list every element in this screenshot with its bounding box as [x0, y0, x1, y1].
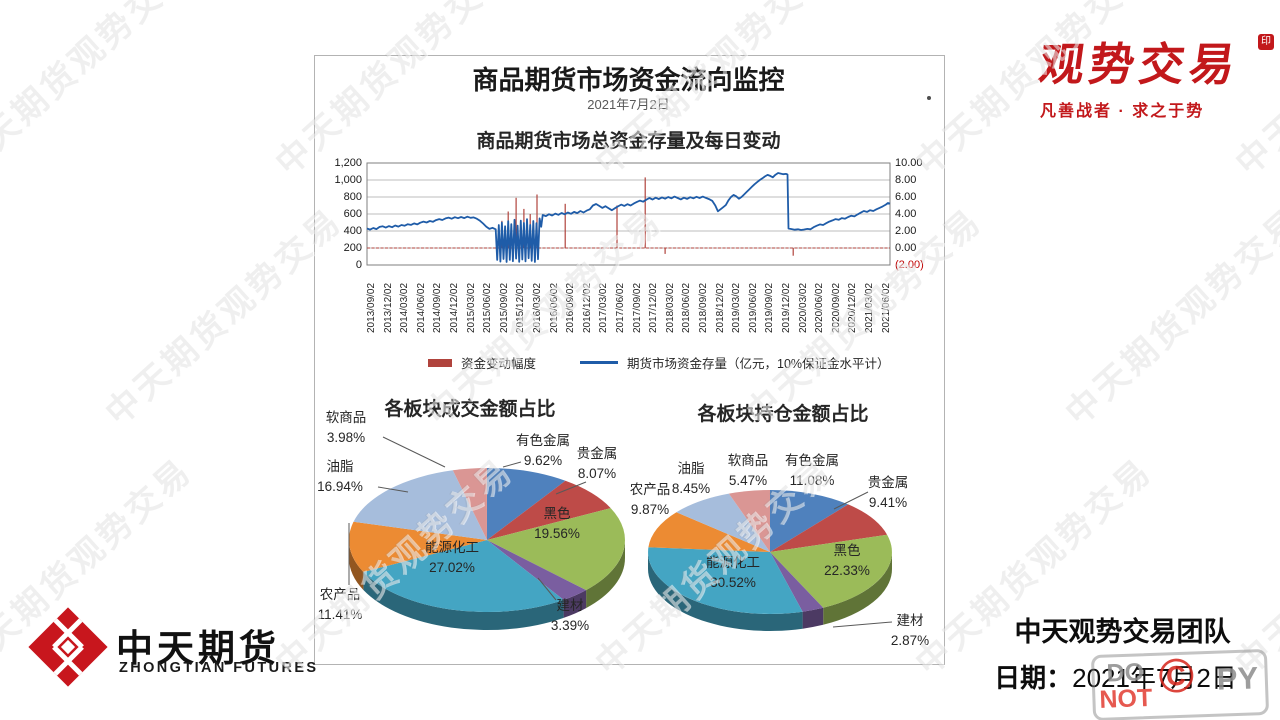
date-value: 2021年7月2日	[1072, 663, 1237, 693]
y-right-tick: 6.00	[895, 191, 917, 203]
x-tick: 2016/12/02	[581, 282, 593, 333]
footer-date: 日期：2021年7月2日	[978, 658, 1253, 695]
x-tick: 2019/09/02	[764, 282, 776, 333]
pie-label-nonferrous: 有色金属 11.08%	[785, 453, 839, 488]
line-chart-legend: 资金变动幅度 期货市场资金存量（亿元，10%保证金水平计）	[428, 353, 890, 372]
x-tick: 2015/12/02	[515, 282, 527, 333]
x-tick: 2017/09/02	[631, 282, 643, 333]
pie-label-agri: 农产品 11.41%	[317, 587, 363, 622]
x-tick: 2014/09/02	[432, 282, 444, 333]
y-right-tick: 0.00	[895, 242, 917, 254]
pie-label-agri: 农产品 9.87%	[629, 482, 671, 517]
pie-label-building: 建材 2.87%	[890, 613, 930, 648]
date-label: 日期：	[994, 663, 1073, 693]
line-chart-title: 商品期货市场总资金存量及每日变动	[476, 131, 781, 152]
y-left-tick: 200	[343, 242, 362, 254]
leader-line	[537, 577, 557, 601]
stock-series-swatch	[580, 361, 619, 364]
zhongtian-name: 中天期货	[116, 628, 280, 669]
guanshi-logo: 观势交易 印 凡善战者 · 求之于势	[1036, 28, 1274, 121]
line-chart-plot	[366, 162, 891, 266]
y-left-tick: 1,200	[334, 157, 362, 169]
x-tick: 2017/03/02	[598, 282, 610, 333]
x-tick: 2015/03/02	[465, 282, 477, 333]
pie-label-energy: 能源化工 30.52%	[706, 555, 760, 590]
seal-icon: 印	[1258, 34, 1274, 50]
pie-label-precious: 贵金属 9.41%	[867, 475, 909, 510]
y-left-tick: 800	[343, 191, 362, 203]
leader-line	[832, 621, 893, 628]
pie-label-soft: 软商品 3.98%	[325, 410, 367, 445]
x-tick: 2021/03/02	[864, 282, 875, 333]
pie-label-oil: 油脂 16.94%	[317, 459, 363, 494]
y-left-tick: 1,000	[334, 174, 362, 186]
position-pie-chart	[648, 489, 893, 631]
y-right-tick: 8.00	[895, 174, 917, 186]
pie-label-precious: 贵金属 8.07%	[576, 446, 618, 481]
y-right-tick: 4.00	[895, 208, 917, 220]
x-tick: 2014/03/02	[399, 282, 411, 333]
watermark-text: 中天期货观势交易	[0, 0, 201, 183]
turnover-pie-chart	[348, 436, 625, 631]
x-tick: 2015/09/02	[498, 282, 510, 333]
page-title: 商品期货市场资金流向监控	[472, 65, 785, 95]
team-name: 中天观势交易团队	[1014, 617, 1231, 647]
leader-line	[833, 491, 869, 510]
report-date: 2021年7月2日	[587, 97, 670, 112]
x-tick: 2018/03/02	[664, 282, 676, 333]
y-right-tick: 10.00	[895, 157, 923, 169]
x-tick: 2016/03/02	[532, 282, 543, 333]
x-tick: 2019/03/02	[731, 282, 743, 333]
change-series-swatch	[428, 358, 452, 367]
x-tick: 2019/06/02	[747, 282, 759, 333]
dot-artifact	[927, 96, 931, 100]
x-tick: 2021/06/02	[880, 282, 892, 333]
stock-series-label: 期货市场资金存量（亿元，10%保证金水平计）	[627, 357, 890, 371]
x-tick: 2016/09/02	[565, 282, 577, 333]
y-right-tick: 2.00	[895, 225, 917, 237]
zhongtian-subtitle: ZHONGTIAN FUTURES	[119, 660, 319, 676]
x-tick: 2013/09/02	[366, 282, 377, 333]
x-tick: 2014/12/02	[449, 282, 460, 333]
y-right-tick: (2.00)	[895, 259, 924, 271]
leader-line	[377, 486, 409, 493]
x-tick: 2019/12/02	[781, 282, 792, 333]
x-tick: 2013/12/02	[382, 282, 394, 333]
x-tick: 2018/12/02	[714, 282, 726, 333]
position-pie-title: 各板块持仓金额占比	[697, 404, 869, 425]
x-tick: 2017/06/02	[615, 282, 626, 333]
y-left-tick: 400	[343, 225, 362, 237]
y-left-tick: 0	[355, 259, 362, 271]
x-tick: 2016/06/02	[548, 282, 560, 333]
guanshi-tagline: 凡善战者 · 求之于势	[1040, 103, 1205, 120]
turnover-pie-title: 各板块成交金额占比	[384, 399, 556, 420]
x-tick: 2017/12/02	[648, 282, 660, 333]
watermark-text: 中天期货观势交易	[98, 201, 351, 433]
x-tick: 2015/06/02	[482, 282, 494, 333]
x-tick: 2020/06/02	[814, 282, 826, 333]
pie-label-black: 黑色 19.56%	[534, 506, 580, 541]
pie-label-energy: 能源化工 27.02%	[425, 540, 479, 575]
guanshi-logo-text: 观势交易	[1035, 40, 1243, 90]
watermark-text: 中天期货观势交易	[1058, 201, 1280, 433]
x-tick: 2020/12/02	[847, 282, 859, 333]
pie-label-building: 建材 3.39%	[550, 598, 590, 633]
pie-label-nonferrous: 有色金属 9.62%	[516, 433, 570, 468]
x-tick: 2014/06/02	[415, 282, 427, 333]
pie-label-soft: 软商品 5.47%	[727, 453, 769, 488]
y-left-tick: 600	[343, 208, 362, 220]
pie-label-black: 黑色 22.33%	[824, 543, 870, 578]
x-tick: 2020/03/02	[797, 282, 809, 333]
zhongtian-diamond-icon	[28, 607, 108, 687]
x-tick: 2020/09/02	[830, 282, 842, 333]
leader-line	[555, 481, 587, 495]
pie-label-oil: 油脂 8.45%	[671, 461, 711, 496]
zhongtian-logo-block: 中天期货 ZHONGTIAN FUTURES	[28, 600, 316, 697]
x-tick: 2018/06/02	[681, 282, 693, 333]
leader-line	[382, 436, 446, 468]
leader-line	[502, 461, 522, 468]
change-series-label: 资金变动幅度	[461, 357, 537, 371]
x-tick: 2018/09/02	[698, 282, 709, 333]
